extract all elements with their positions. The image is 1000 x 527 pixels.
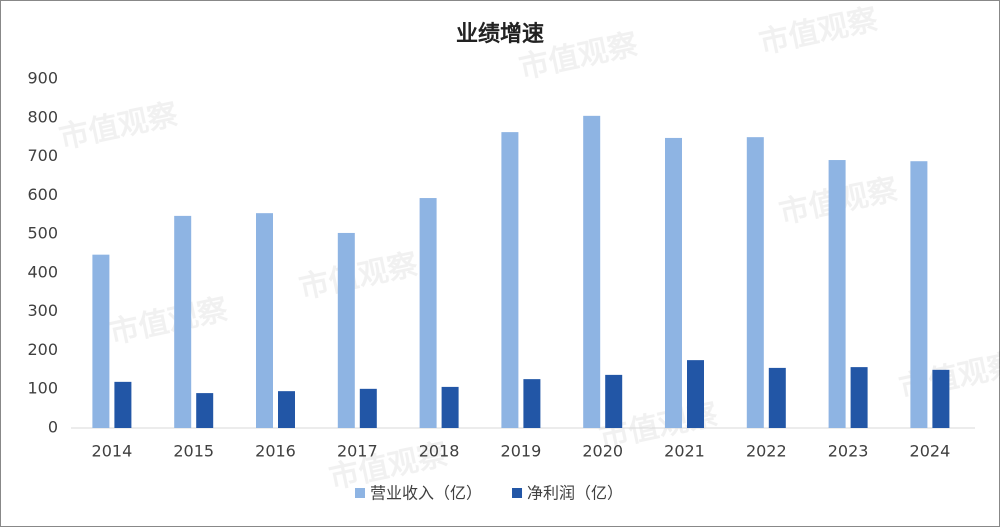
x-tick-label: 2014 (92, 442, 133, 461)
y-tick-label: 900 (27, 69, 58, 88)
bar (523, 379, 541, 428)
x-tick-label: 2022 (746, 442, 787, 461)
y-tick-label: 300 (27, 301, 58, 320)
bar (850, 367, 868, 428)
y-tick-label: 700 (27, 146, 58, 165)
y-tick-label: 500 (27, 224, 58, 243)
x-tick-label: 2021 (664, 442, 705, 461)
bar (337, 232, 355, 428)
y-tick-label: 600 (27, 185, 58, 204)
legend-label: 净利润（亿） (527, 484, 623, 503)
bar (441, 386, 459, 428)
chart-title: 业绩增速 (456, 21, 544, 47)
bar (828, 160, 846, 428)
y-tick-label: 200 (27, 340, 58, 359)
bar (196, 393, 214, 428)
bar (746, 137, 764, 428)
x-tick-label: 2020 (582, 442, 623, 461)
bar (768, 367, 786, 428)
x-tick-label: 2019 (501, 442, 542, 461)
bar (932, 369, 950, 428)
legend-swatch (512, 488, 523, 498)
legend-label: 营业收入（亿） (370, 484, 482, 503)
y-tick-label: 400 (27, 262, 58, 281)
x-tick-label: 2015 (173, 442, 214, 461)
y-tick-label: 800 (27, 107, 58, 126)
bar (687, 360, 704, 428)
bar (419, 198, 437, 428)
y-tick-label: 100 (27, 379, 58, 398)
bar (583, 115, 601, 428)
y-tick-label: 0 (48, 418, 58, 437)
bar (256, 213, 273, 428)
bar (501, 132, 519, 428)
x-tick-label: 2024 (910, 442, 951, 461)
bar (114, 381, 132, 428)
bar (910, 161, 928, 428)
legend-swatch (355, 488, 365, 498)
bar (92, 254, 110, 428)
x-tick-label: 2023 (828, 442, 869, 461)
bar (359, 388, 377, 428)
bar (174, 215, 192, 428)
bar (665, 137, 682, 429)
x-tick-label: 2017 (337, 442, 378, 461)
x-tick-label: 2016 (255, 442, 296, 461)
bar (605, 374, 623, 428)
x-tick-label: 2018 (419, 442, 460, 461)
bar (278, 391, 295, 428)
